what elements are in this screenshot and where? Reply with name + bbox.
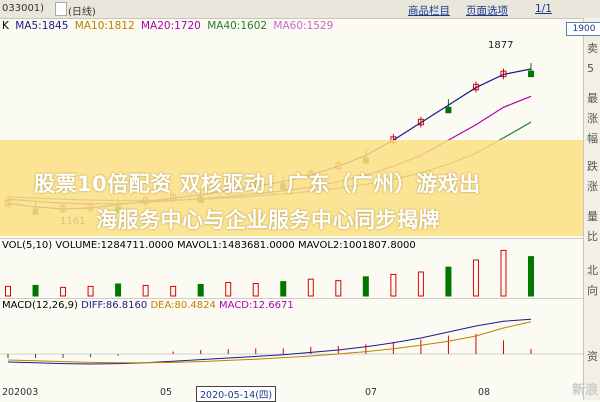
volume-bar: [445, 266, 452, 297]
macd-diff-line: [7, 318, 532, 365]
side-char: 量: [587, 210, 598, 223]
side-char: 比: [587, 230, 598, 243]
news-banner: 股票10倍配资 双核驱动！广东（广州）游戏出 海服务中心与企业服务中心同步揭牌: [0, 140, 583, 236]
macd-title: MACD(12,26,9): [2, 300, 78, 311]
volume-bar: [197, 283, 204, 297]
k-label: K: [2, 20, 9, 32]
volume-bar: [362, 276, 369, 297]
side-char: 向: [587, 284, 598, 297]
watermark-logo: 新浪: [571, 383, 598, 398]
macd-chart: [0, 318, 583, 365]
volume-bar: [225, 282, 232, 297]
macd-dea: DEA:80.4824: [150, 300, 216, 311]
date-axis: 202003 05 2020-05-14(四) 07 08: [0, 386, 583, 402]
xaxis-label: 202003: [2, 387, 39, 398]
macd-panel[interactable]: [0, 298, 583, 386]
macd-dea-line: [7, 321, 532, 364]
ma-legend: K MA5:1845 MA10:1812 MA20:1720 MA40:1602…: [2, 20, 336, 32]
volume-bar: [472, 259, 479, 297]
volume-legend: VOL(5,10) VOLUME:1284711.0000 MAVOL1:148…: [2, 240, 416, 251]
volume-bar: [87, 285, 94, 297]
side-char: 资: [587, 350, 598, 363]
macd-legend: MACD(12,26,9) DIFF:86.8160 DEA:80.4824 M…: [2, 300, 294, 311]
volume-bar: [390, 273, 397, 297]
page-indicator[interactable]: 1/1: [535, 3, 552, 15]
period-selector[interactable]: [55, 2, 67, 16]
volume-bar: [252, 283, 259, 297]
volume-bar: [307, 278, 314, 297]
candle-body: [528, 70, 534, 78]
candle-body: [417, 118, 424, 126]
ma60-label: MA60:1529: [273, 20, 334, 32]
side-char: 卖: [587, 42, 598, 55]
xaxis-label: 05: [160, 387, 173, 398]
volume-bar: [280, 281, 287, 297]
ma10-label: MA10:1812: [74, 20, 135, 32]
volume-bar: [500, 249, 507, 297]
price-tag: 1900: [566, 22, 600, 36]
macd-value: MACD:12.6671: [219, 300, 294, 311]
top-toolbar: 033001) (日线) 商品栏目 页面选项 1/1: [0, 0, 600, 19]
banner-line-2: 海服务中心与企业服务中心同步揭牌: [96, 208, 440, 232]
stock-code: 033001): [2, 3, 45, 14]
macd-diff: DIFF:86.8160: [81, 300, 148, 311]
volume-bar: [60, 286, 67, 297]
period-label: (日线): [68, 7, 96, 18]
ma40-label: MA40:1602: [207, 20, 268, 32]
candle-body: [445, 106, 452, 114]
ma5-label: MA5:1845: [15, 20, 69, 32]
banner-line-1: 股票10倍配资 双核驱动！广东（广州）游戏出: [34, 172, 481, 196]
volume-panel[interactable]: [0, 238, 583, 299]
volume-bar: [32, 284, 39, 297]
side-char: 幅: [587, 132, 598, 145]
xaxis-label: 08: [478, 387, 491, 398]
volume-bar: [5, 285, 11, 297]
volume-bar: [528, 256, 534, 297]
volume-chart: [5, 249, 534, 297]
high-price-label: 1877: [488, 40, 514, 51]
side-char: 5: [587, 62, 594, 75]
ma20-label: MA20:1720: [140, 20, 201, 32]
side-char: 涨: [587, 180, 598, 193]
side-char: 跌: [587, 160, 598, 173]
right-side-panel: 1900 卖 5 最 涨 幅 跌 涨 量 比 北 向 资: [566, 18, 600, 400]
volume-bar: [417, 271, 424, 297]
volume-bar: [115, 283, 122, 297]
side-char: 北: [587, 264, 598, 277]
volume-bar: [170, 285, 177, 297]
volume-bar: [142, 284, 149, 297]
side-char: 最: [587, 92, 598, 105]
volume-bar: [335, 280, 342, 297]
side-char: 涨: [587, 112, 598, 125]
xaxis-label: 07: [365, 387, 378, 398]
menu-commodity[interactable]: 商品栏目: [408, 5, 450, 17]
menu-page-options[interactable]: 页面选项: [466, 5, 508, 17]
